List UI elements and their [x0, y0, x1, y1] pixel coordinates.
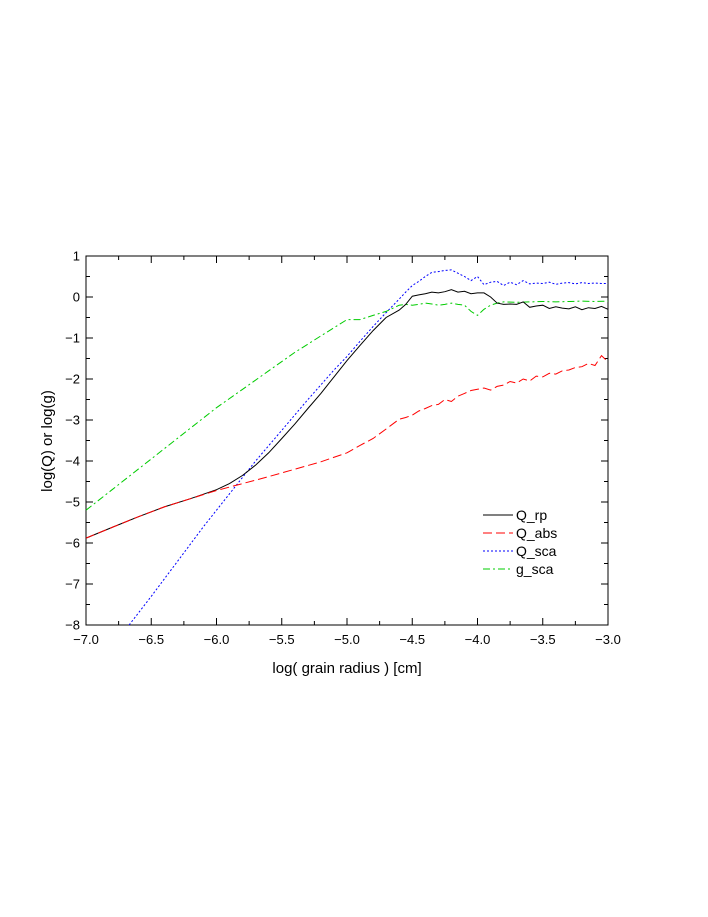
- y-tick-label: −7: [65, 577, 80, 592]
- legend: Q_rp Q_abs Q_sca g_sca: [483, 507, 557, 577]
- series-line-q-rp: [85, 289, 609, 539]
- x-tick-label: −3.5: [530, 632, 556, 647]
- legend-label: Q_sca: [516, 543, 557, 559]
- x-tick-label: −5.5: [269, 632, 295, 647]
- x-axis-title: log( grain radius ) [cm]: [272, 660, 421, 677]
- legend-label: g_sca: [516, 561, 554, 577]
- series-line-q-sca: [128, 269, 608, 626]
- y-tick-label: −4: [65, 454, 80, 469]
- x-tick-label: −4.5: [399, 632, 425, 647]
- series-layer: [85, 269, 609, 626]
- y-tick-label: −8: [65, 618, 80, 633]
- y-tick-label: −3: [65, 413, 80, 428]
- y-tick-label: 0: [73, 290, 80, 305]
- legend-label: Q_rp: [516, 507, 547, 523]
- x-tick-label: −3.0: [595, 632, 621, 647]
- x-axis-ticks: −7.0 −6.5 −6.0 −5.5 −5.0 −4.5 −4.0 −3.5 −3.0: [73, 256, 621, 647]
- x-tick-label: −6.0: [204, 632, 230, 647]
- y-tick-label: −6: [65, 536, 80, 551]
- x-tick-label: −5.0: [334, 632, 360, 647]
- y-tick-label: −1: [65, 331, 80, 346]
- y-tick-label: −2: [65, 372, 80, 387]
- series-line-q-abs: [85, 354, 609, 539]
- x-tick-label: −7.0: [73, 632, 99, 647]
- series-line-g-sca: [85, 300, 609, 511]
- y-axis-ticks: 1 0 −1 −2 −3 −4 −5 −6 −7 −8: [65, 249, 608, 633]
- y-tick-label: 1: [73, 249, 80, 264]
- y-tick-label: −5: [65, 495, 80, 510]
- x-tick-label: −4.0: [465, 632, 491, 647]
- x-tick-label: −6.5: [138, 632, 164, 647]
- y-axis-title: log(Q) or log(g): [39, 390, 56, 492]
- legend-label: Q_abs: [516, 525, 557, 541]
